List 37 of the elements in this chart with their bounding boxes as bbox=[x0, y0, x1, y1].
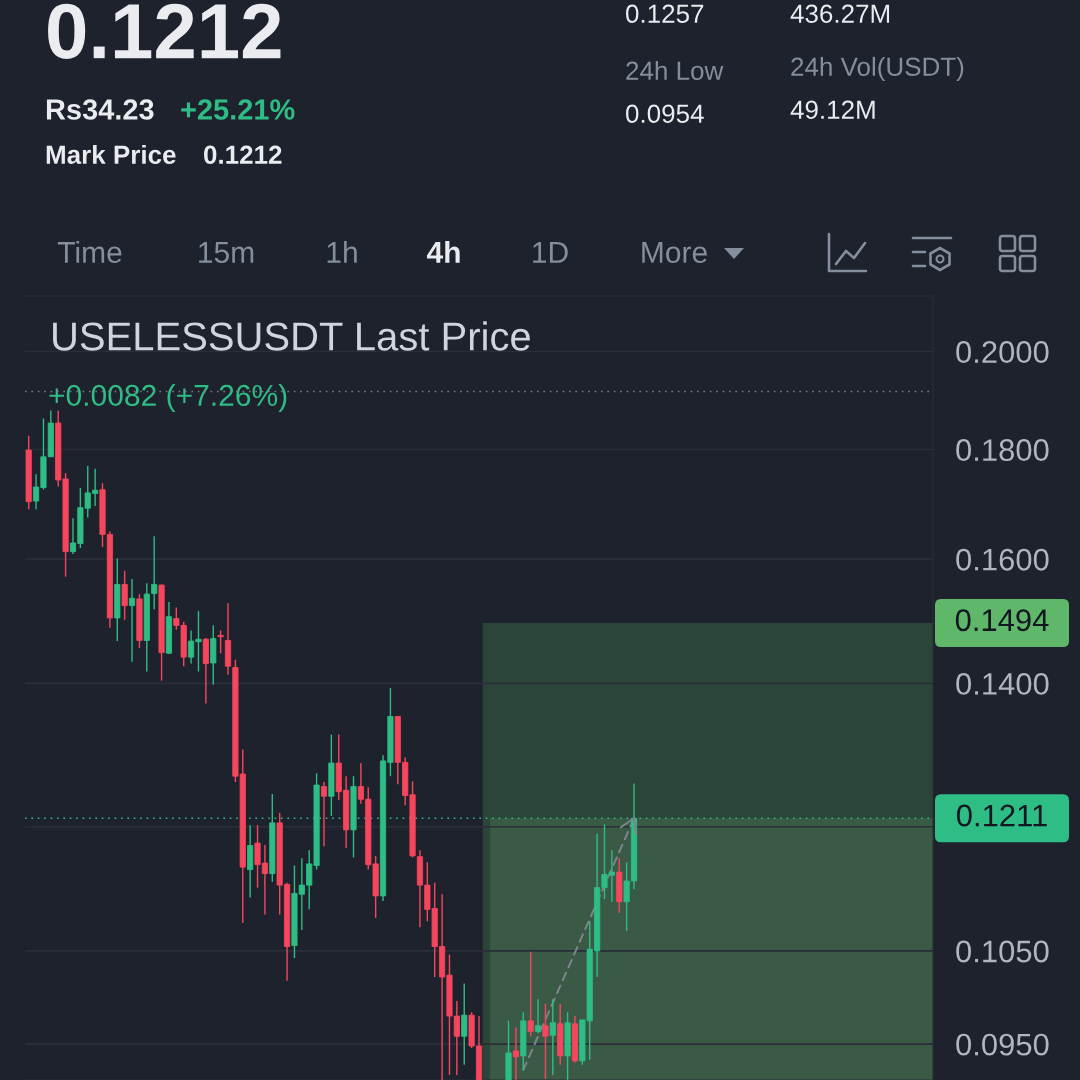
candlestick bbox=[534, 998, 542, 1035]
text: 1D bbox=[533, 242, 568, 263]
candlestick bbox=[549, 998, 556, 1076]
candlestick bbox=[512, 1026, 519, 1080]
candlestick bbox=[217, 629, 224, 654]
text: 24h Low bbox=[626, 60, 724, 80]
candlestick bbox=[461, 982, 468, 1066]
text: USELESSUSDT Last Price bbox=[53, 321, 530, 351]
text: 436.27M bbox=[790, 4, 890, 23]
candlestick bbox=[320, 781, 328, 848]
text: 4h bbox=[426, 241, 460, 263]
text: 49.12M bbox=[790, 100, 875, 119]
text: Time bbox=[57, 241, 122, 264]
text: +0.0082 (+7.26%) bbox=[49, 384, 287, 412]
text: +25.21% bbox=[181, 99, 295, 120]
y-tick-label: 0.0950 bbox=[956, 1033, 1049, 1056]
y-tick-label: 0.1800 bbox=[956, 439, 1049, 462]
text: Mark Price bbox=[46, 144, 176, 164]
y-tick-label: 0.1600 bbox=[956, 548, 1049, 571]
ref-line-label: 0.1211 bbox=[956, 804, 1047, 827]
text: 15m bbox=[199, 242, 254, 264]
text: 1h bbox=[327, 241, 357, 263]
y-tick-label: 0.1050 bbox=[956, 940, 1049, 963]
text: More bbox=[642, 242, 707, 264]
candlestick bbox=[527, 951, 534, 1037]
text: 0.0954 bbox=[626, 104, 704, 123]
text: 0.1212 bbox=[204, 145, 282, 164]
y-tick-label: 0.1400 bbox=[956, 672, 1049, 695]
text: Rs34.23 bbox=[46, 99, 154, 120]
candlestick bbox=[121, 570, 128, 621]
text: 24h Vol(USDT) bbox=[791, 56, 964, 82]
candlestick bbox=[542, 1003, 549, 1080]
text: 0.1494 bbox=[955, 609, 1049, 632]
text: 0.1257 bbox=[626, 4, 704, 23]
text: 0.1212 bbox=[48, 3, 281, 59]
candlestick bbox=[128, 578, 136, 663]
y-tick-label: 0.2000 bbox=[956, 341, 1049, 364]
